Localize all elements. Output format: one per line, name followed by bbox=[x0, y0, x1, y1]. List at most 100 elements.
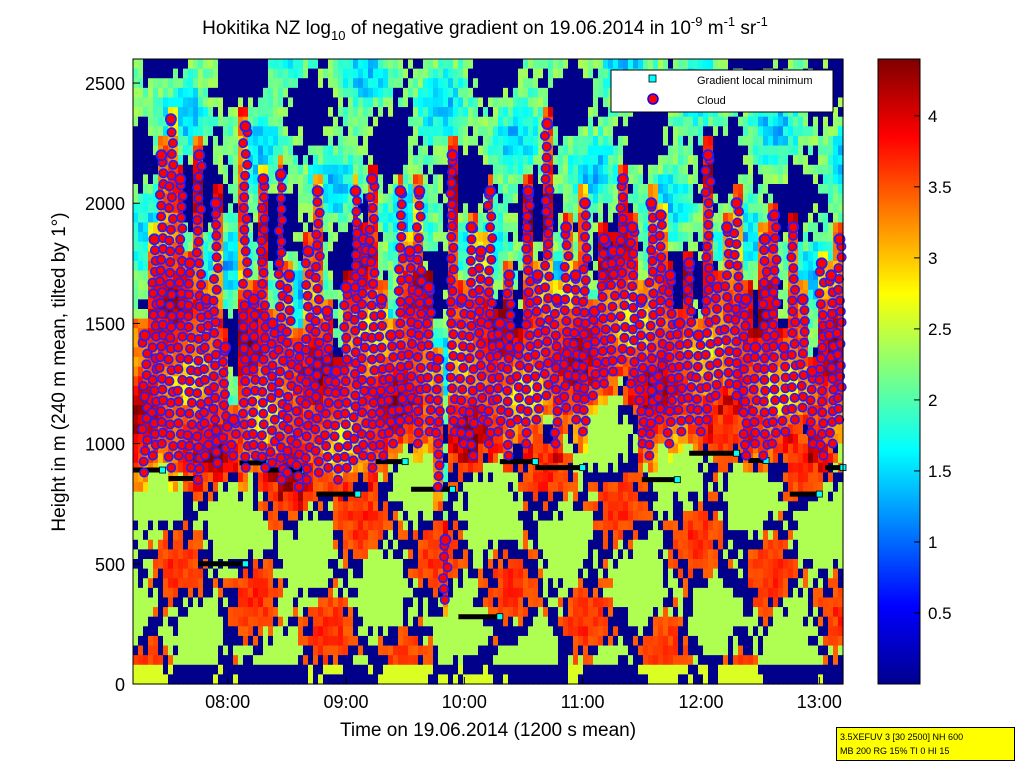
heat-cell bbox=[373, 597, 379, 608]
heat-cell bbox=[233, 145, 239, 156]
heat-cell bbox=[173, 78, 179, 89]
heat-cell bbox=[218, 443, 224, 454]
heat-cell bbox=[163, 559, 169, 570]
heat-cell bbox=[398, 135, 404, 147]
heat-cell bbox=[363, 645, 369, 656]
heat-cell bbox=[443, 155, 449, 166]
heat-cell bbox=[188, 107, 194, 118]
heat-cell bbox=[298, 97, 304, 108]
heat-cell bbox=[338, 491, 344, 502]
heat-cell bbox=[378, 674, 384, 685]
heat-cell bbox=[408, 645, 414, 656]
heat-cell bbox=[208, 203, 214, 214]
heat-cell bbox=[243, 597, 249, 608]
heat-cell bbox=[363, 655, 369, 666]
heat-cell bbox=[473, 87, 479, 99]
heat-cell bbox=[353, 116, 359, 127]
heat-cell bbox=[173, 299, 179, 310]
heat-cell bbox=[358, 328, 364, 339]
heat-cell bbox=[178, 164, 184, 175]
heat-cell bbox=[198, 97, 204, 108]
heat-cell bbox=[283, 549, 289, 560]
heat-cell bbox=[378, 347, 384, 358]
heat-cell bbox=[343, 145, 349, 156]
heat-cell bbox=[493, 251, 499, 262]
heat-cell bbox=[373, 126, 379, 137]
heat-cell bbox=[478, 222, 484, 233]
heat-cell bbox=[388, 616, 394, 627]
heat-cell bbox=[333, 251, 339, 262]
heat-cell bbox=[318, 443, 324, 454]
heat-cell bbox=[333, 270, 339, 281]
heat-cell bbox=[348, 126, 354, 137]
heat-cell bbox=[328, 68, 334, 79]
heat-cell bbox=[193, 164, 199, 175]
heat-cell bbox=[483, 347, 489, 358]
heat-cell bbox=[163, 587, 169, 599]
heat-cell bbox=[178, 616, 184, 627]
heat-cell bbox=[493, 578, 499, 589]
heat-cell bbox=[413, 164, 419, 175]
heat-cell bbox=[313, 212, 319, 224]
heat-cell bbox=[483, 443, 489, 454]
heat-cell bbox=[468, 549, 474, 560]
heat-cell bbox=[258, 616, 264, 627]
heat-cell bbox=[293, 241, 299, 252]
heat-cell bbox=[373, 337, 379, 349]
heat-cell bbox=[273, 655, 279, 666]
heat-cell bbox=[398, 155, 404, 166]
heat-cell bbox=[333, 241, 339, 252]
heat-cell bbox=[508, 184, 514, 195]
heat-cell bbox=[178, 635, 184, 647]
heat-cell bbox=[348, 251, 354, 262]
heat-cell bbox=[138, 68, 144, 79]
heat-cell bbox=[428, 616, 434, 627]
heat-cell bbox=[153, 59, 159, 70]
heat-cell bbox=[323, 241, 329, 252]
heat-cell bbox=[363, 501, 369, 512]
heat-cell bbox=[233, 318, 239, 329]
heat-cell bbox=[293, 251, 299, 262]
heat-cell bbox=[218, 510, 224, 522]
heat-cell bbox=[383, 587, 389, 599]
heat-cell bbox=[303, 607, 309, 618]
heat-cell bbox=[308, 260, 314, 272]
heat-cell bbox=[148, 626, 154, 637]
heat-cell bbox=[193, 68, 199, 79]
heat-cell bbox=[358, 135, 364, 147]
heat-cell bbox=[423, 145, 429, 156]
heat-cell bbox=[388, 482, 394, 493]
heat-cell bbox=[428, 116, 434, 127]
heat-cell bbox=[198, 549, 204, 560]
heat-cell bbox=[508, 559, 514, 570]
heat-cell bbox=[358, 501, 364, 512]
heat-cell bbox=[208, 462, 214, 474]
heat-cell bbox=[298, 549, 304, 560]
heat-cell bbox=[178, 578, 184, 589]
heat-cell bbox=[318, 376, 324, 387]
heat-cell bbox=[203, 135, 209, 147]
heat-cell bbox=[293, 549, 299, 560]
heat-cell bbox=[413, 174, 419, 185]
heat-cell bbox=[403, 539, 409, 550]
heat-cell bbox=[223, 87, 229, 99]
heat-cell bbox=[388, 260, 394, 272]
heat-cell bbox=[303, 616, 309, 627]
heat-cell bbox=[173, 164, 179, 175]
heat-cell bbox=[508, 174, 514, 185]
heat-cell bbox=[413, 97, 419, 108]
heat-cell bbox=[203, 530, 209, 541]
heat-cell bbox=[203, 472, 209, 483]
heat-cell bbox=[408, 559, 414, 570]
heat-cell bbox=[463, 203, 469, 214]
heat-cell bbox=[263, 472, 269, 483]
heat-cell bbox=[403, 434, 409, 445]
heat-cell bbox=[348, 472, 354, 483]
heat-cell bbox=[413, 607, 419, 618]
heat-cell bbox=[458, 674, 464, 685]
heat-cell bbox=[343, 635, 349, 647]
heat-cell bbox=[343, 491, 349, 502]
heat-cell bbox=[513, 107, 519, 118]
heat-cell bbox=[393, 424, 399, 435]
heat-cell bbox=[388, 559, 394, 570]
